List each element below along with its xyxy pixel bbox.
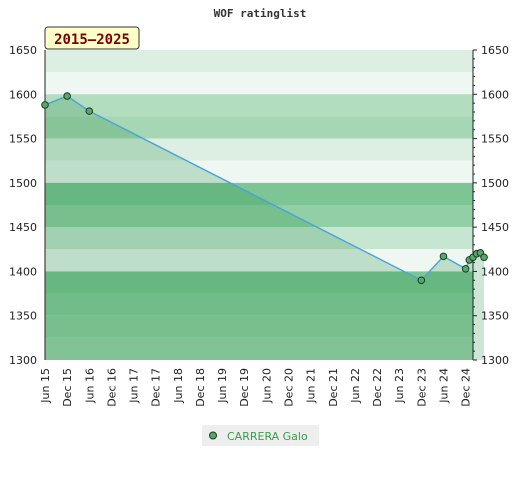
y-tick-label-right: 1600 — [481, 88, 509, 101]
y-tick-label-left: 1550 — [9, 133, 37, 146]
x-axis: Jun 15 Dec 15 Jun 16 Dec 16 Jun 17 Dec 17 Jun … — [39, 368, 473, 407]
x-tick-label: Jun 22 — [349, 368, 362, 404]
x-tick-label: Dec 24 — [460, 368, 473, 407]
y-tick-label-right: 1400 — [481, 265, 509, 278]
y-tick-label-right: 1300 — [481, 354, 509, 367]
y-axis-right: 1300 1350 1400 1450 1500 1550 1600 1650 — [481, 44, 509, 367]
x-tick-label: Jun 19 — [216, 368, 229, 404]
x-tick-label: Dec 16 — [105, 368, 118, 407]
data-point — [417, 276, 426, 285]
x-tick-label: Dec 20 — [283, 368, 296, 407]
x-tick-label: Jun 24 — [437, 368, 450, 404]
y-tick-label-left: 1400 — [9, 265, 37, 278]
y-tick-label-left: 1450 — [9, 221, 37, 234]
legend-label: CARRERA Galo — [227, 430, 308, 443]
data-markers — [41, 92, 488, 285]
chart-title: WOF ratinglist — [214, 7, 307, 20]
band — [45, 293, 473, 316]
x-tick-label: Jun 20 — [260, 368, 273, 404]
band — [45, 72, 473, 95]
data-point — [461, 264, 470, 273]
y-axis-left: 1300 1350 1400 1450 1500 1550 1600 1650 — [9, 44, 37, 367]
x-tick-label: Jun 15 — [39, 368, 52, 404]
band — [45, 315, 473, 338]
data-point — [41, 101, 49, 109]
band — [45, 271, 473, 294]
x-tick-label: Dec 21 — [327, 368, 340, 407]
area-fill — [45, 96, 485, 361]
x-tick-label: Jun 17 — [128, 368, 141, 404]
band — [45, 94, 473, 117]
x-tick-label: Jun 23 — [393, 368, 406, 404]
x-tick-label: Jun 18 — [172, 368, 185, 404]
y-tick-label-right: 1650 — [481, 44, 509, 57]
band — [45, 337, 473, 360]
data-point — [439, 252, 448, 261]
x-tick-label: Dec 17 — [150, 368, 163, 407]
y-tick-label-left: 1300 — [9, 354, 37, 367]
x-tick-label: Dec 15 — [61, 368, 74, 407]
y-tick-label-right: 1500 — [481, 177, 509, 190]
band — [45, 50, 473, 73]
legend-marker — [209, 431, 217, 440]
band — [45, 227, 473, 250]
x-tick-label: Dec 19 — [238, 368, 251, 407]
x-tick-label: Jun 21 — [305, 368, 318, 404]
period-badge-text: 2015–2025 — [54, 32, 130, 48]
y-tick-label-right: 1450 — [481, 221, 509, 234]
data-point — [85, 107, 94, 115]
x-tick-label: Dec 22 — [371, 368, 384, 407]
band — [45, 138, 473, 161]
period-badge: 2015–2025 — [44, 26, 140, 50]
band — [45, 116, 473, 139]
y-tick-label-left: 1350 — [9, 310, 37, 323]
y-tick-label-left: 1500 — [9, 177, 37, 190]
y-tick-label-left: 1650 — [9, 44, 37, 57]
y-tick-label-left: 1600 — [9, 88, 37, 101]
data-point — [63, 92, 71, 100]
data-point — [480, 253, 488, 262]
band — [45, 160, 473, 183]
x-tick-label: Dec 18 — [194, 368, 207, 407]
band — [45, 182, 473, 205]
band — [45, 205, 473, 228]
x-tick-label: Jun 16 — [83, 368, 96, 404]
legend: CARRERA Galo — [202, 425, 319, 446]
x-tick-label: Dec 23 — [415, 368, 428, 407]
band — [45, 249, 473, 272]
y-tick-label-right: 1550 — [481, 133, 509, 146]
plot-background — [45, 50, 473, 360]
y-tick-label-right: 1350 — [481, 310, 509, 323]
